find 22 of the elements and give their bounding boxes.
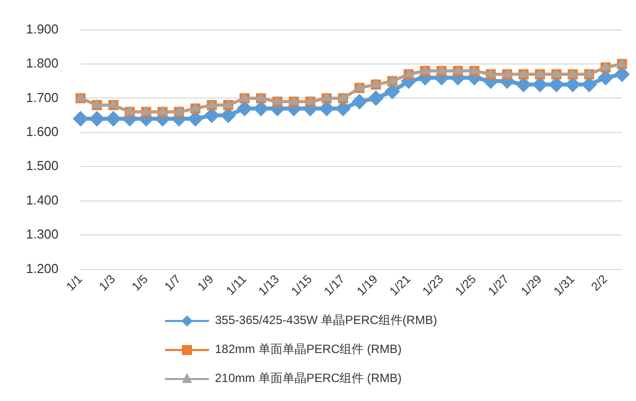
y-tick-label: 1.300 [26, 226, 59, 242]
y-tick-label: 1.400 [26, 192, 59, 208]
y-tick-label: 1.800 [26, 56, 59, 71]
x-tick-label: 1/7 [162, 272, 184, 294]
x-tick-label: 1/21 [386, 272, 414, 298]
x-tick-label: 1/19 [354, 272, 381, 298]
x-tick-label: 1/11 [223, 272, 250, 298]
y-tick-label: 1.700 [26, 90, 59, 105]
y-tick-label: 1.500 [26, 158, 59, 174]
x-tick-label: 1/29 [518, 272, 545, 298]
x-tick-label: 1/1 [63, 272, 86, 294]
y-tick-label: 1.200 [26, 260, 59, 276]
legend-label: 210mm 单面单晶PERC组件 (RMB) [215, 370, 402, 387]
y-tick-label: 1.900 [26, 21, 59, 36]
y-tick-label: 1.600 [26, 124, 59, 140]
x-tick-label: 1/31 [550, 272, 578, 298]
x-tick-label: 2/2 [588, 272, 610, 294]
legend-label: 182mm 单面单晶PERC组件 (RMB) [215, 341, 402, 358]
x-tick-label: 1/5 [128, 272, 151, 294]
x-tick-label: 1/9 [194, 272, 216, 294]
legend-label: 355-365/425-435W 单晶PERC组件(RMB) [215, 312, 438, 329]
x-tick-label: 1/3 [96, 272, 118, 294]
